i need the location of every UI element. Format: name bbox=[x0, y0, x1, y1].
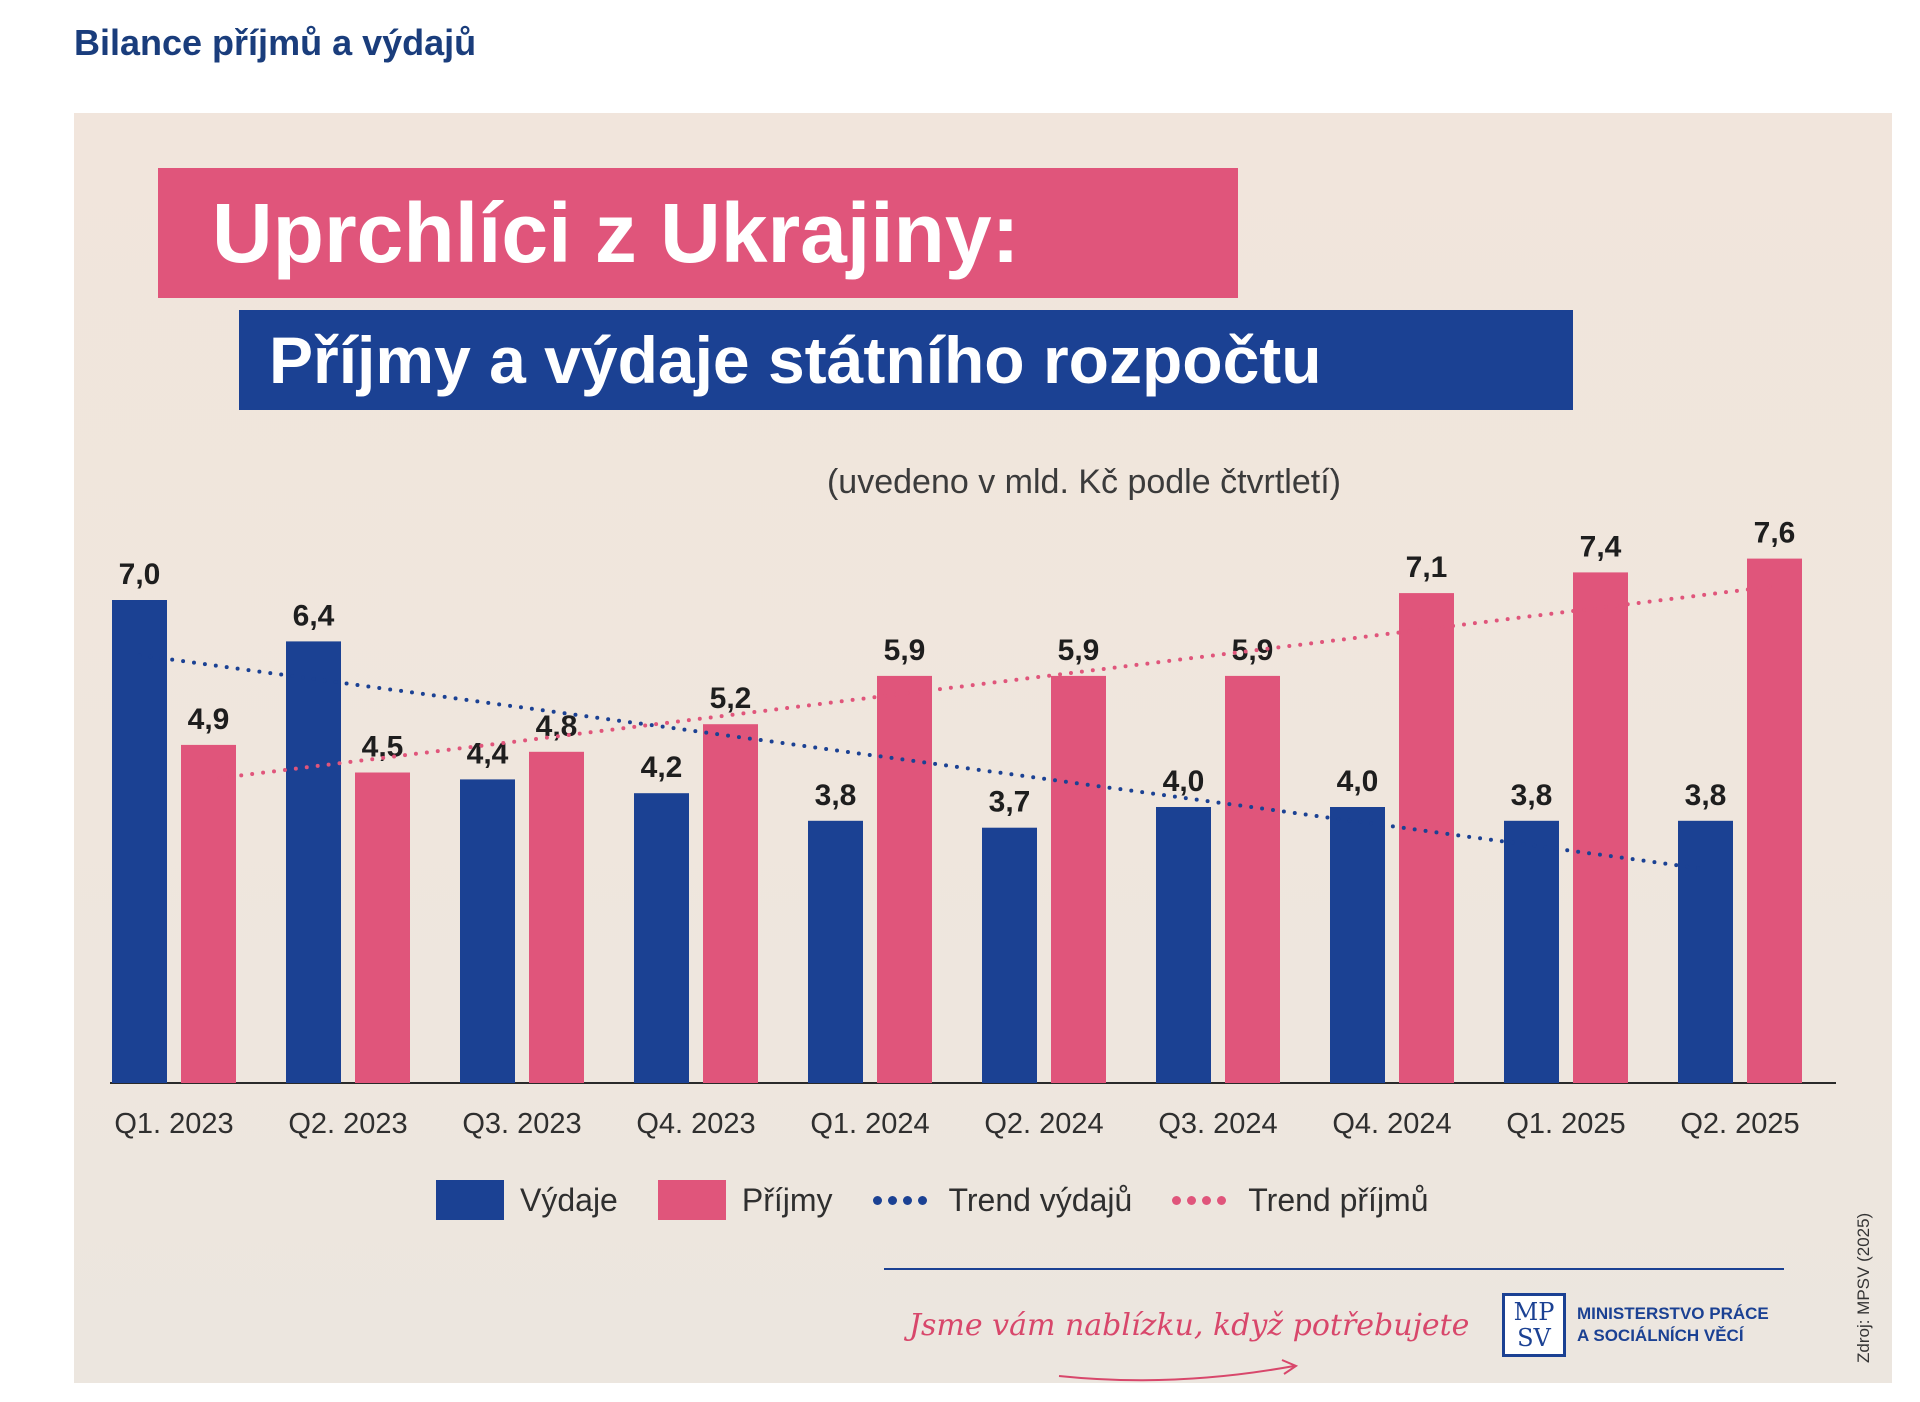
bar-prijmy-3 bbox=[703, 724, 758, 1083]
bar-vydaje-9 bbox=[1678, 820, 1733, 1083]
legend-item-trend-vydaju: Trend výdajů bbox=[872, 1181, 1133, 1219]
x-tick-label-3: Q4. 2023 bbox=[636, 1108, 755, 1140]
bar-vydaje-6 bbox=[1156, 807, 1211, 1083]
legend-label-prijmy: Příjmy bbox=[741, 1181, 833, 1218]
data-label-prijmy-0: 4,9 bbox=[188, 703, 230, 736]
data-label-vydaje-9: 3,8 bbox=[1685, 779, 1727, 812]
data-label-prijmy-5: 5,9 bbox=[1058, 634, 1100, 667]
legend-item-trend-prijmu: Trend příjmů bbox=[1172, 1181, 1429, 1219]
bar-prijmy-4 bbox=[877, 675, 932, 1083]
data-label-vydaje-4: 3,8 bbox=[815, 779, 857, 812]
data-label-prijmy-7: 7,1 bbox=[1406, 551, 1448, 584]
x-tick-label-0: Q1. 2023 bbox=[114, 1108, 233, 1140]
mpsv-logo-icon: MP SV bbox=[1502, 1293, 1566, 1357]
data-label-prijmy-9: 7,6 bbox=[1754, 517, 1796, 550]
data-label-vydaje-3: 4,2 bbox=[641, 751, 683, 784]
legend-label-vydaje: Výdaje bbox=[520, 1181, 618, 1218]
x-tick-label-8: Q1. 2025 bbox=[1506, 1108, 1625, 1140]
infographic-subtitle-banner: Příjmy a výdaje státního rozpočtu bbox=[239, 310, 1573, 410]
bar-prijmy-5 bbox=[1051, 675, 1106, 1083]
x-tick-label-1: Q2. 2023 bbox=[288, 1108, 407, 1140]
bar-vydaje-7 bbox=[1330, 807, 1385, 1083]
legend-label-trend-prijmu: Trend příjmů bbox=[1248, 1181, 1429, 1218]
bar-prijmy-7 bbox=[1399, 593, 1454, 1083]
x-tick-label-4: Q1. 2024 bbox=[810, 1108, 929, 1140]
bar-vydaje-2 bbox=[460, 779, 515, 1083]
x-tick-label-6: Q3. 2024 bbox=[1158, 1108, 1277, 1140]
bar-vydaje-3 bbox=[634, 793, 689, 1083]
chart-units-note: (uvedeno v mld. Kč podle čtvrtletí) bbox=[826, 463, 1341, 501]
infographic-title: Uprchlíci z Ukrajiny: bbox=[158, 168, 1238, 298]
data-label-vydaje-5: 3,7 bbox=[989, 786, 1031, 819]
legend-item-vydaje: Výdaje bbox=[436, 1180, 618, 1220]
slogan: Jsme vám nablízku, když potřebujete bbox=[909, 1308, 1470, 1343]
data-label-vydaje-6: 4,0 bbox=[1163, 765, 1205, 798]
page-heading: Bilance příjmů a výdajů bbox=[74, 22, 477, 63]
bar-prijmy-1 bbox=[355, 772, 410, 1083]
legend-dots-trend-prijmu bbox=[1172, 1195, 1232, 1205]
bar-prijmy-2 bbox=[529, 751, 584, 1083]
data-label-vydaje-7: 4,0 bbox=[1337, 765, 1379, 798]
logo-letters-bottom: SV bbox=[1517, 1324, 1551, 1352]
x-tick-label-5: Q2. 2024 bbox=[984, 1108, 1103, 1140]
ministry-name-line1: MINISTERSTVO PRÁCE bbox=[1577, 1304, 1769, 1323]
bar-vydaje-0 bbox=[112, 600, 167, 1083]
bar-prijmy-9 bbox=[1747, 558, 1802, 1083]
x-tick-label-7: Q4. 2024 bbox=[1332, 1108, 1451, 1140]
legend-dots-trend-vydaju bbox=[872, 1195, 933, 1205]
source-note: Zdroj: MPSV (2025) bbox=[1854, 1212, 1873, 1363]
data-label-vydaje-0: 7,0 bbox=[119, 558, 161, 591]
bar-vydaje-1 bbox=[286, 641, 341, 1083]
data-label-vydaje-1: 6,4 bbox=[293, 599, 335, 632]
data-label-prijmy-4: 5,9 bbox=[884, 634, 926, 667]
data-label-prijmy-3: 5,2 bbox=[710, 682, 752, 715]
legend-swatch-prijmy bbox=[657, 1180, 726, 1220]
footer-divider bbox=[884, 1268, 1784, 1270]
bar-vydaje-4 bbox=[808, 820, 863, 1083]
data-label-prijmy-2: 4,8 bbox=[536, 710, 578, 743]
ministry-name-line2: A SOCIÁLNÍCH VĚCÍ bbox=[1577, 1326, 1744, 1345]
bar-prijmy-0 bbox=[181, 744, 236, 1083]
infographic: Uprchlíci z Ukrajiny: Příjmy a výdaje st… bbox=[74, 113, 1892, 1383]
data-label-vydaje-8: 3,8 bbox=[1511, 779, 1553, 812]
legend-label-trend-vydaju: Trend výdajů bbox=[948, 1181, 1133, 1218]
x-tick-label-9: Q2. 2025 bbox=[1680, 1108, 1799, 1140]
bar-prijmy-6 bbox=[1225, 675, 1280, 1083]
ministry-name: MINISTERSTVO PRÁCE A SOCIÁLNÍCH VĚCÍ bbox=[1577, 1303, 1777, 1347]
slogan-arrow-icon bbox=[1058, 1359, 1299, 1382]
legend-swatch-vydaje bbox=[436, 1180, 504, 1220]
legend-item-prijmy: Příjmy bbox=[657, 1180, 833, 1220]
bar-vydaje-8 bbox=[1504, 820, 1559, 1083]
trend-line-prijmu bbox=[206, 584, 1777, 782]
chart-legend: Výdaje Příjmy Trend výdajů Trend příjmů bbox=[436, 1178, 1469, 1222]
logo-letters-top: MP bbox=[1513, 1298, 1555, 1326]
trend-line-vydaju bbox=[137, 653, 1708, 872]
x-tick-label-2: Q3. 2023 bbox=[462, 1108, 581, 1140]
data-label-prijmy-8: 7,4 bbox=[1580, 530, 1622, 563]
bar-prijmy-8 bbox=[1573, 572, 1628, 1083]
bar-vydaje-5 bbox=[982, 827, 1037, 1083]
